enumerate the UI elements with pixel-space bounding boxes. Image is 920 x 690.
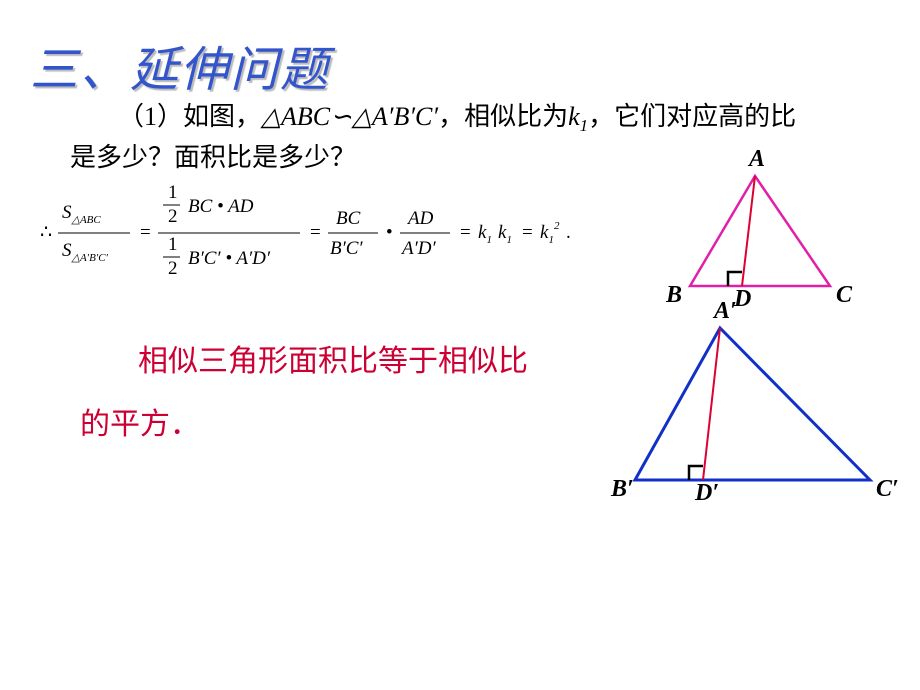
- svg-text:A′D′: A′D′: [400, 238, 436, 259]
- svg-text:BC • AD: BC • AD: [188, 196, 254, 217]
- svg-text:2: 2: [168, 206, 178, 227]
- triangle-aprime: A′ B′ C′ D′: [605, 320, 900, 520]
- question-number: （1）如图，: [118, 102, 261, 131]
- vertex-label-cprime: C′: [876, 476, 899, 503]
- svg-text:S△ABC: S△ABC: [62, 202, 101, 226]
- vertex-label-c: C: [836, 282, 852, 309]
- svg-text:2: 2: [168, 258, 178, 279]
- section-heading: 三、延伸问题: [30, 30, 330, 100]
- question-text-mid1: ，相似比为: [438, 102, 568, 131]
- question-text: （1）如图，△ABC∽△A′B′C′，相似比为k1，它们对应高的比是多少？面积比…: [70, 98, 800, 176]
- svg-text:B′C′ • A′D′: B′C′ • A′D′: [188, 248, 271, 269]
- svg-text:1: 1: [168, 234, 178, 255]
- svg-text:k12: k12: [540, 220, 560, 246]
- conclusion-text: 相似三角形面积比等于相似比的平方．: [80, 330, 550, 456]
- vertex-label-b: B: [666, 282, 682, 309]
- equation-svg: .eq { font-family:"Times New Roman", ser…: [40, 178, 630, 288]
- svg-text:BC: BC: [336, 208, 361, 229]
- svg-text:k1: k1: [498, 222, 512, 246]
- svg-text:•: •: [386, 222, 393, 243]
- question-k: k1: [568, 102, 588, 131]
- svg-text:B′C′: B′C′: [330, 238, 363, 259]
- vertex-label-a: A: [749, 146, 765, 173]
- svg-text:k1: k1: [478, 222, 492, 246]
- svg-text:1: 1: [168, 182, 178, 203]
- vertex-label-aprime: A′: [714, 298, 737, 325]
- svg-text:=: =: [140, 222, 151, 243]
- area-ratio-equation: .eq { font-family:"Times New Roman", ser…: [40, 178, 630, 294]
- vertex-label-dprime: D′: [695, 480, 719, 507]
- question-similar-expr: △ABC∽△A′B′C′: [261, 102, 438, 131]
- svg-text:=: =: [522, 222, 533, 243]
- svg-text:∴: ∴: [40, 222, 52, 243]
- svg-text:=: =: [310, 222, 321, 243]
- svg-text:S△A′B′C′: S△A′B′C′: [62, 240, 109, 264]
- vertex-label-bprime: B′: [611, 476, 634, 503]
- triangle-abc: A B C D: [640, 168, 870, 318]
- svg-text:AD: AD: [406, 208, 434, 229]
- triangle-aprime-svg: [605, 320, 900, 520]
- svg-text:=: =: [460, 222, 471, 243]
- svg-text:.: .: [566, 222, 571, 243]
- slide: 三、延伸问题 （1）如图，△ABC∽△A′B′C′，相似比为k1，它们对应高的比…: [0, 0, 920, 690]
